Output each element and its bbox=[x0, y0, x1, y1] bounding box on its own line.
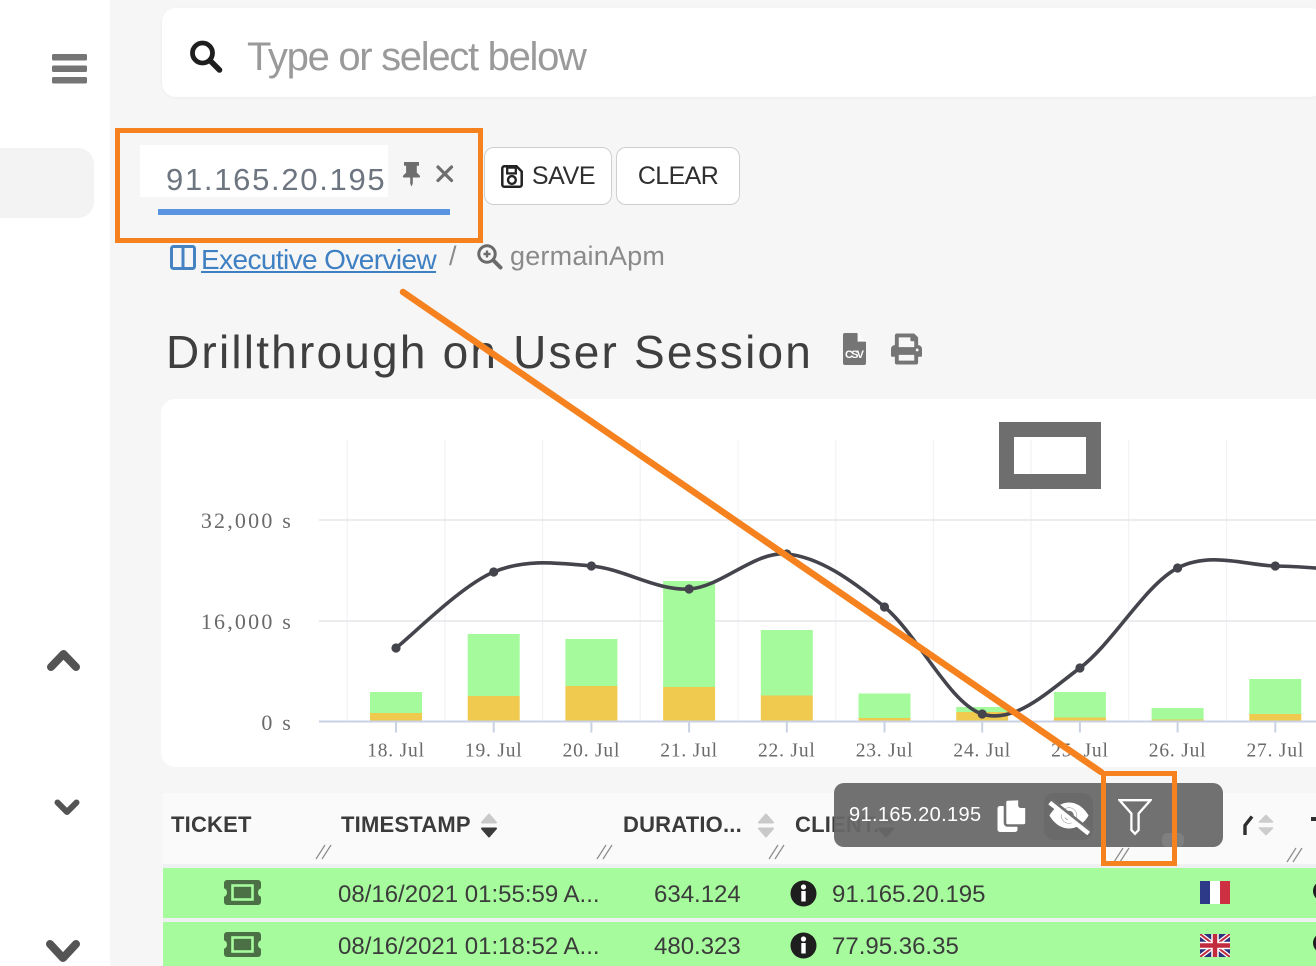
svg-text:0 s: 0 s bbox=[261, 710, 293, 735]
svg-text:26. Jul: 26. Jul bbox=[1149, 741, 1207, 762]
svg-text:16,000 s: 16,000 s bbox=[201, 609, 293, 634]
svg-text:21. Jul: 21. Jul bbox=[660, 741, 718, 762]
svg-text:27. Jul: 27. Jul bbox=[1246, 741, 1304, 762]
svg-text:32,000 s: 32,000 s bbox=[201, 508, 293, 533]
svg-text:24. Jul: 24. Jul bbox=[953, 741, 1011, 762]
svg-text:23. Jul: 23. Jul bbox=[856, 741, 914, 762]
svg-text:19. Jul: 19. Jul bbox=[465, 741, 523, 762]
svg-text:CSV: CSV bbox=[845, 349, 865, 361]
svg-text:22. Jul: 22. Jul bbox=[758, 741, 816, 762]
svg-text:20. Jul: 20. Jul bbox=[563, 741, 621, 762]
svg-text:18. Jul: 18. Jul bbox=[367, 741, 425, 762]
